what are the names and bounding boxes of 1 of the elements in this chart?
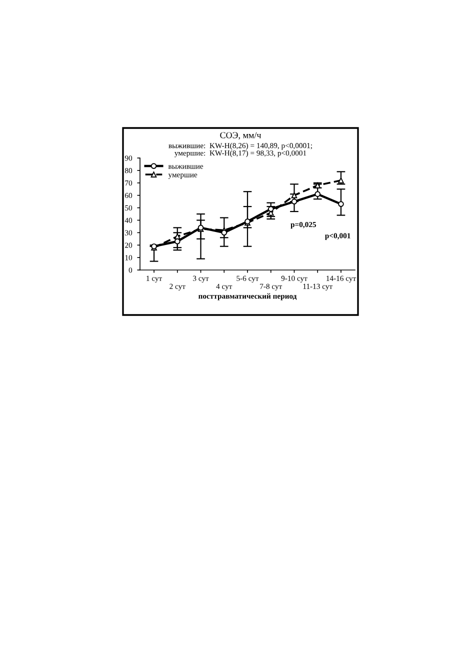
chart-title: СОЭ, мм/ч [220, 132, 262, 140]
